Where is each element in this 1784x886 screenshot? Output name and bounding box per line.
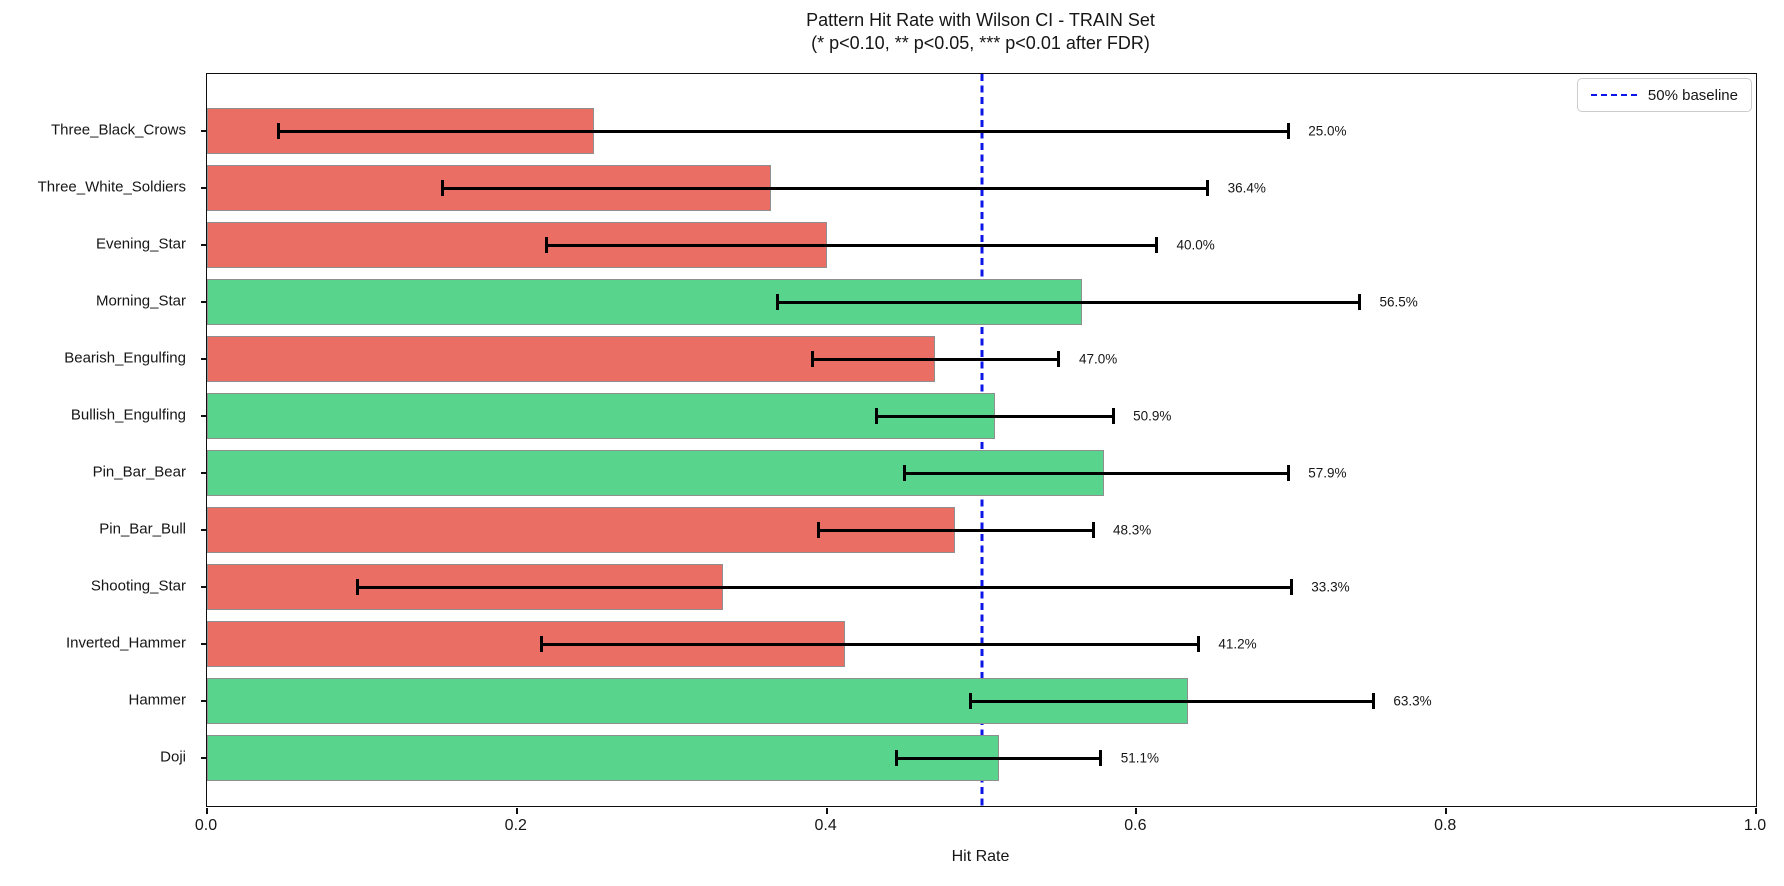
y-tick-mark <box>200 757 206 759</box>
error-bar <box>818 528 1094 532</box>
y-tick-label-inverted_hammer: Inverted_Hammer <box>65 634 186 652</box>
x-tick-label: 0.4 <box>814 817 837 834</box>
y-tick-mark <box>200 358 206 360</box>
legend: 50% baseline <box>1576 78 1752 112</box>
y-tick-label-bullish_engulfing: Bullish_Engulfing <box>70 406 186 424</box>
error-bar-cap-high <box>1289 579 1293 595</box>
error-bar-cap-high <box>1111 408 1115 424</box>
bar-doji <box>207 735 999 781</box>
baseline-line <box>980 74 983 806</box>
y-tick-mark <box>200 187 206 189</box>
y-tick-mark <box>200 586 206 588</box>
value-label: 36.4% <box>1227 180 1266 196</box>
error-bar-cap-high <box>1371 693 1375 709</box>
x-tick-mark <box>206 807 208 814</box>
y-tick-label-shooting_star: Shooting_Star <box>90 577 186 595</box>
y-axis-labels: Three_Black_Crows Three_White_Soldiers Eve… <box>0 73 196 805</box>
x-tick-mark <box>1755 807 1757 814</box>
y-tick-mark <box>200 301 206 303</box>
value-label: 47.0% <box>1078 351 1118 367</box>
value-label: 40.0% <box>1176 237 1215 253</box>
value-label: 63.3% <box>1393 693 1432 709</box>
error-bar-cap-high <box>1286 465 1290 481</box>
plot-area: 50% baseline 25.0% 36.4% 40.0% 56.5% 47.0% 50… <box>200 73 1757 814</box>
error-bar-cap-low <box>355 579 359 595</box>
y-tick-label-doji: Doji <box>160 748 186 766</box>
y-tick-mark <box>200 415 206 417</box>
error-bar-cap-low <box>440 180 444 196</box>
y-tick-mark <box>200 643 206 645</box>
y-tick-mark <box>200 529 206 531</box>
y-tick-label-three_white_soldiers: Three_White_Soldiers <box>37 178 186 196</box>
y-tick-label-three_black_crows: Three_Black_Crows <box>50 121 186 139</box>
y-tick-mark <box>200 700 206 702</box>
value-label: 56.5% <box>1379 294 1418 310</box>
error-bar-cap-high <box>1099 750 1103 766</box>
error-bar-cap-high <box>1091 522 1095 538</box>
error-bar <box>970 699 1374 703</box>
error-bar <box>442 186 1208 190</box>
error-bar-cap-low <box>969 693 973 709</box>
x-tick-label: 0.2 <box>504 817 527 834</box>
error-bar <box>896 756 1101 760</box>
error-bar-cap-low <box>775 294 779 310</box>
x-axis-title: Hit Rate <box>951 848 1010 865</box>
error-bar-cap-low <box>276 123 280 139</box>
error-bar-cap-low <box>811 351 815 367</box>
value-label: 33.3% <box>1311 579 1350 595</box>
x-tick-label: 0.0 <box>194 817 218 834</box>
x-tick-mark <box>1445 807 1448 814</box>
error-bar-cap-low <box>817 522 821 538</box>
error-bar <box>904 471 1289 475</box>
x-tick-mark <box>1135 807 1138 814</box>
value-label: 41.2% <box>1218 636 1257 652</box>
error-bar-cap-low <box>874 408 878 424</box>
error-bar-cap-high <box>1357 294 1361 310</box>
y-tick-label-pin_bar_bull: Pin_Bar_Bull <box>99 520 186 538</box>
error-bar <box>812 357 1059 361</box>
error-bar <box>777 300 1360 304</box>
error-bar-cap-high <box>1155 237 1159 253</box>
y-tick-label-pin_bar_bear: Pin_Bar_Bear <box>92 463 186 481</box>
y-tick-mark <box>200 472 206 474</box>
y-tick-mark <box>200 244 206 246</box>
x-tick-label: 0.6 <box>1124 817 1147 834</box>
error-bar-cap-high <box>1206 180 1210 196</box>
legend-dashed-line-icon <box>1590 94 1637 96</box>
chart-title-block: Pattern Hit Rate with Wilson CI - TRAIN … <box>206 9 1755 56</box>
y-tick-label-bearish_engulfing: Bearish_Engulfing <box>64 349 186 367</box>
error-bar <box>876 414 1114 418</box>
value-label: 50.9% <box>1133 408 1172 424</box>
chart-subtitle: (* p<0.10, ** p<0.05, *** p<0.01 after F… <box>811 33 1150 54</box>
x-tick-label: 0.8 <box>1434 817 1457 834</box>
x-tick-label: 1.0 <box>1743 817 1767 834</box>
x-tick-mark <box>515 807 518 814</box>
error-bar-cap-low <box>894 750 898 766</box>
error-bar-cap-low <box>540 636 544 652</box>
error-bar-cap-low <box>902 465 906 481</box>
value-label: 48.3% <box>1113 522 1152 538</box>
value-label: 57.9% <box>1308 465 1347 481</box>
y-tick-label-morning_star: Morning_Star <box>95 292 186 310</box>
error-bar-cap-high <box>1057 351 1061 367</box>
error-bar-cap-low <box>544 237 548 253</box>
y-tick-label-evening_star: Evening_Star <box>95 235 186 253</box>
x-tick-mark <box>825 807 828 814</box>
legend-label: 50% baseline <box>1647 86 1738 104</box>
x-axis-tick-labels: 0.0 0.2 0.4 0.6 0.8 1.0 <box>195 817 1766 839</box>
chart-title: Pattern Hit Rate with Wilson CI - TRAIN … <box>806 10 1155 30</box>
error-bar <box>541 642 1199 646</box>
y-tick-label-hammer: Hammer <box>128 691 186 709</box>
error-bar-cap-high <box>1286 123 1290 139</box>
bar-bullish_engulfing <box>207 393 996 439</box>
value-label: 51.1% <box>1120 750 1160 766</box>
error-bar-cap-high <box>1196 636 1200 652</box>
error-bar <box>546 243 1157 247</box>
value-label: 25.0% <box>1308 123 1347 139</box>
error-bar <box>357 585 1292 589</box>
error-bar <box>278 129 1289 133</box>
y-tick-mark <box>200 130 206 132</box>
